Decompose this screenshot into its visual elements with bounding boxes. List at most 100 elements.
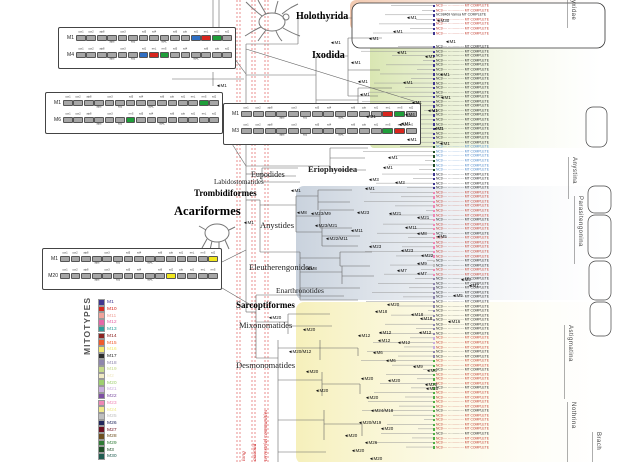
group-bracket-3 [588,260,612,301]
mitotype-node-text: ◄M20 [425,386,439,392]
gene-segments: cox1 cox2 atp8 atp6 cox3 nd3 nd5 nd4 nd4L nd6 cob n… [76,30,232,44]
gene-label: cox2 [88,47,94,51]
gene-label: nd2 [225,47,230,51]
mitotype-node-text: ◄M20/M19 [358,420,382,426]
taxon-label: NC0···· ·············· MT COMPLETE [436,250,490,254]
mitotype-square [433,319,436,322]
gene-bar [159,35,170,41]
gene-nd4L: nd4L [157,114,167,126]
suborder-label-anystides: Anystides [260,220,294,230]
mitotype-node-label: ◄M24/M18 [370,399,401,417]
legend-entry: M22 [98,392,118,400]
mitotype-node-label: ◄M1 [445,30,459,48]
mitotype-square [433,419,436,422]
mitotype-square [433,73,436,76]
mitotype-square [433,423,436,427]
gene-bar [187,273,197,279]
gene-bar [94,100,105,106]
gene-label: nd3 [303,117,308,120]
taxon-row: NC0···· ·············· MT COMPLETE [433,232,605,237]
gene-bar [394,111,406,117]
gene-bar [115,100,125,106]
gene-rrnS: rrnS [197,252,208,265]
mitotype-node-text: ◄M1 [368,36,379,42]
taxon-row: NC0···· ·············· MT COMPLETE [433,432,605,437]
gene-cob: cob [176,269,187,282]
gene-label: nd2 [211,251,216,255]
taxon-row: NC0···· ·············· MT COMPLETE [433,63,605,68]
gene-nd1: nd1 [370,106,382,120]
gene-label: nd2 [168,268,173,272]
gene-nd4: nd4 [323,124,335,137]
taxon-label: NC0···· ·············· MT COMPLETE [436,50,490,54]
gene-nd1: nd1 [138,48,149,61]
gene-bar [170,52,180,58]
gene-label: cox2 [88,30,94,34]
clade-side-label-parasitengonina: Parasitengonina [577,196,583,247]
gene-nd2: nd2 [405,107,417,120]
gene-atp8: atp8 [83,113,94,126]
taxon-label: NC0···· ·············· MT COMPLETE [436,418,490,423]
gene-label: cox1 [65,95,71,99]
gene-label: atp8 [83,268,89,272]
mitotype-square [433,109,436,113]
mitotype-node-label: ◄M5 [436,225,450,243]
gene-label: nd1 [373,106,379,110]
gene-nd2: nd2 [209,113,219,126]
taxon-row: NC0···· ·············· MT COMPLETE [433,109,605,114]
legend-swatch [98,345,105,353]
gene-nd3: nd3 [299,125,311,137]
taxon-row: NC0···· ·············· MT COMPLETE [433,122,605,127]
gene-label: rrnL [385,106,391,110]
gene-nd6: nd6 [167,113,178,126]
taxon-label: NC0···· ·············· MT COMPLETE [436,31,490,36]
gene-order-box-4: M1 cox1 cox2 atp8 atp6 cox3 nd3 nd5 nd4 nd4L nd6 co… [42,248,222,290]
gene-bar [394,128,406,134]
gene-label: nd6 [158,268,163,272]
gene-label: nd4L [337,117,344,120]
taxon-label: NC0···· ·············· MT COMPLETE [436,223,490,227]
gene-cox2: cox2 [86,47,97,61]
gene-bar [155,273,166,279]
gene-cox1: cox1 [60,252,70,265]
mitotype-node-text: ◄M23/M9 [310,211,331,217]
mitotype-square [433,309,436,313]
gene-rrnL: rrnL [149,47,159,61]
gene-label: atp6 [96,123,102,126]
gene-cox1: cox1 [241,124,252,137]
gene-bar [146,100,157,106]
order-label-holothyrida: Holothyrida [296,11,349,22]
mitotype-node-text: ◄M26 [364,440,378,446]
legend-label: M20 [106,380,117,386]
gene-bar [63,100,73,106]
gene-bar [149,35,159,41]
mitotype-node-label: ◄M1 [243,211,257,229]
taxon-row: NC0···· ·············· MT COMPLETE [433,291,605,296]
mitotype-node-label: ◄M1 [411,91,425,109]
legend-label: M25 [106,413,117,419]
gene-atp6: atp6 [91,270,102,282]
mitotype-node-label: ◄M3 [394,171,408,189]
mitotype-node-text: ◄M12 [357,333,371,339]
legend-label: M23 [106,400,117,406]
gene-label: cob [170,95,175,99]
legend-label: M26 [106,420,117,426]
taxon-row: NC0···· ·············· MT COMPLETE [433,404,605,409]
gene-bar [157,117,167,123]
taxon-label: NC0···· ·············· MT COMPLETE [436,345,490,350]
gene-bar [136,100,146,106]
gene-nd4L: nd4L [146,97,157,109]
gene-cob: cob [177,113,188,126]
mitotype-node-text: ◄M7 [416,271,427,277]
gene-label: nd4L [337,134,344,137]
legend-swatch [98,399,105,407]
gene-label: rrnL [151,47,157,51]
gene-atp8: atp8 [83,96,94,109]
gene-bar [165,256,176,262]
legend-swatch [98,312,105,320]
legend-swatch [98,305,105,313]
gene-label: nd4L [146,262,153,265]
taxon-row: NC0···· ·············· MT COMPLETE [433,45,605,50]
legend-entry: M3 [98,446,115,454]
gene-nd6: nd6 [201,48,212,61]
